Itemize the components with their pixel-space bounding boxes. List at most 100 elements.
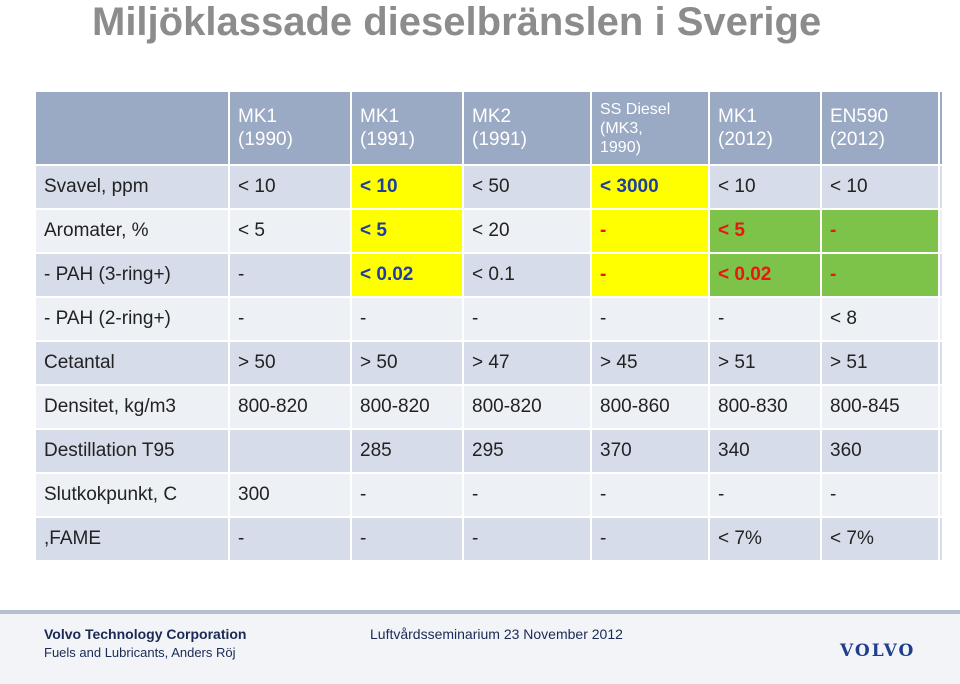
- table-cell: -: [352, 474, 462, 516]
- footer-divider: [0, 610, 960, 614]
- table-cell: < 7%: [822, 518, 938, 560]
- table-row: Svavel, ppm < 10 < 10 < 50 < 3000 < 10 <…: [36, 166, 942, 208]
- table-cell: < 0.02: [352, 254, 462, 296]
- table-cell: -: [230, 254, 350, 296]
- footer-band: [0, 614, 960, 684]
- header-ss-diesel: SS Diesel (MK3, 1990): [592, 92, 708, 164]
- table-row: - PAH (2-ring+) - - - - - < 8: [36, 298, 942, 340]
- table-cell: 370: [592, 430, 708, 472]
- table-cell: < 8: [822, 298, 938, 340]
- table-cell: -: [822, 210, 938, 252]
- row-edge: [940, 386, 942, 428]
- table-row: - PAH (3-ring+) - < 0.02 < 0.1 - < 0.02 …: [36, 254, 942, 296]
- table-cell: -: [592, 210, 708, 252]
- table-cell: < 10: [822, 166, 938, 208]
- row-edge: [940, 210, 942, 252]
- table-cell: -: [592, 254, 708, 296]
- table-cell: < 5: [352, 210, 462, 252]
- table-cell: < 5: [230, 210, 350, 252]
- table-row: ,FAME - - - - < 7% < 7%: [36, 518, 942, 560]
- header-label: SS Diesel (MK3, 1990): [600, 100, 671, 156]
- row-label: ,FAME: [36, 518, 228, 560]
- table-cell: 800-820: [230, 386, 350, 428]
- table-cell: -: [592, 474, 708, 516]
- table-cell: -: [464, 474, 590, 516]
- row-edge: [940, 518, 942, 560]
- table-cell: 300: [230, 474, 350, 516]
- table-cell: < 0.1: [464, 254, 590, 296]
- table-cell: > 51: [710, 342, 820, 384]
- header-mk1-2012: MK1 (2012): [710, 92, 820, 164]
- row-label: Densitet, kg/m3: [36, 386, 228, 428]
- row-label: - PAH (3-ring+): [36, 254, 228, 296]
- header-label: MK2 (1991): [472, 106, 527, 150]
- table-cell: < 10: [710, 166, 820, 208]
- header-label: EN590 (2012): [830, 106, 889, 150]
- table-cell: -: [352, 518, 462, 560]
- table-cell: < 20: [464, 210, 590, 252]
- table-cell: -: [592, 298, 708, 340]
- table-cell: > 45: [592, 342, 708, 384]
- table-cell: 800-820: [352, 386, 462, 428]
- table-row: Aromater, % < 5 < 5 < 20 - < 5 -: [36, 210, 942, 252]
- volvo-logo: VOLVO: [840, 641, 916, 661]
- row-label: Slutkokpunkt, C: [36, 474, 228, 516]
- table-cell: < 50: [464, 166, 590, 208]
- table-cell: 295: [464, 430, 590, 472]
- row-edge: [940, 166, 942, 208]
- table-cell: 800-820: [464, 386, 590, 428]
- header-mk2-1991: MK2 (1991): [464, 92, 590, 164]
- table-cell: < 7%: [710, 518, 820, 560]
- header-en590-2012: EN590 (2012): [822, 92, 938, 164]
- table-header-row: MK1 (1990) MK1 (1991) MK2 (1991) SS Diesel(…: [36, 92, 942, 164]
- table-cell: < 5: [710, 210, 820, 252]
- page-title: Miljöklassade dieselbränslen i Sverige: [92, 0, 822, 44]
- row-label: Destillation T95: [36, 430, 228, 472]
- table-cell: -: [592, 518, 708, 560]
- footer-event: Luftvårdsseminarium 23 November 2012: [370, 626, 623, 642]
- table-cell: -: [822, 254, 938, 296]
- table-cell: 800-860: [592, 386, 708, 428]
- table-row: Densitet, kg/m3 800-820 800-820 800-820 …: [36, 386, 942, 428]
- table-cell: -: [710, 474, 820, 516]
- header-mk1-1991: MK1 (1991): [352, 92, 462, 164]
- table-cell: -: [464, 298, 590, 340]
- header-edge: [940, 92, 942, 164]
- header-label: MK1 (1990): [238, 106, 293, 150]
- table-cell: 800-845: [822, 386, 938, 428]
- header-mk1-1990: MK1 (1990): [230, 92, 350, 164]
- table-cell: -: [464, 518, 590, 560]
- header-label: MK1 (1991): [360, 106, 415, 150]
- row-edge: [940, 474, 942, 516]
- table-cell: > 50: [352, 342, 462, 384]
- table-cell: -: [230, 518, 350, 560]
- table-cell: < 3000: [592, 166, 708, 208]
- header-cell-empty: [36, 92, 228, 164]
- table-cell: -: [710, 298, 820, 340]
- row-label: Cetantal: [36, 342, 228, 384]
- table-row: Slutkokpunkt, C 300 - - - - -: [36, 474, 942, 516]
- table-cell: 340: [710, 430, 820, 472]
- row-label: Svavel, ppm: [36, 166, 228, 208]
- footer-department: Fuels and Lubricants, Anders Röj: [44, 645, 236, 660]
- table-cell: 285: [352, 430, 462, 472]
- table-cell: [230, 430, 350, 472]
- table-cell: -: [822, 474, 938, 516]
- table-cell: < 10: [352, 166, 462, 208]
- footer-company: Volvo Technology Corporation: [44, 626, 247, 642]
- table-cell: 800-830: [710, 386, 820, 428]
- table-cell: > 50: [230, 342, 350, 384]
- table-cell: -: [352, 298, 462, 340]
- row-label: - PAH (2-ring+): [36, 298, 228, 340]
- row-edge: [940, 254, 942, 296]
- table-row: Destillation T95 285 295 370 340 360: [36, 430, 942, 472]
- header-label: MK1 (2012): [718, 106, 773, 150]
- table-cell: > 51: [822, 342, 938, 384]
- table-row: Cetantal > 50 > 50 > 47 > 45 > 51 > 51: [36, 342, 942, 384]
- table-cell: < 0.02: [710, 254, 820, 296]
- table-cell: > 47: [464, 342, 590, 384]
- table-cell: 360: [822, 430, 938, 472]
- row-edge: [940, 430, 942, 472]
- row-label: Aromater, %: [36, 210, 228, 252]
- row-edge: [940, 342, 942, 384]
